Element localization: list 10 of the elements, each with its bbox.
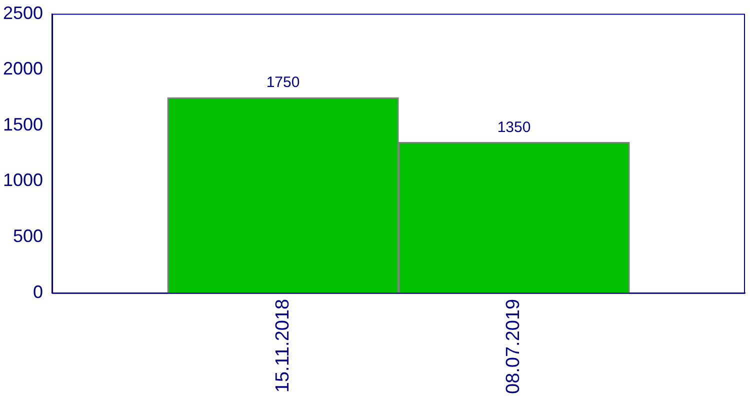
data-label: 1350	[497, 118, 531, 136]
y-tick-label: 500	[12, 226, 44, 246]
y-tick-label: 0	[33, 282, 44, 302]
y-tick-label: 2000	[2, 58, 44, 79]
x-tick-label: 08.07.2019	[503, 298, 524, 394]
y-tick-label: 1500	[2, 114, 44, 134]
y-tick-label: 2500	[2, 2, 44, 23]
y-tick-label: 1000	[2, 170, 44, 190]
data-label: 1750	[266, 74, 300, 92]
x-tick-label: 15.11.2018	[272, 298, 294, 393]
